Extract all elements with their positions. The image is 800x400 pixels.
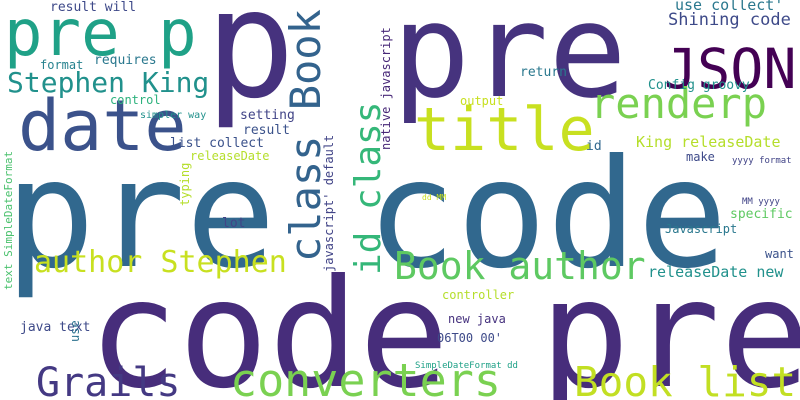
word: releaseDate new — [648, 263, 784, 281]
word: Book list — [574, 358, 796, 400]
word: King releaseDate — [636, 133, 781, 151]
word: id class — [348, 102, 389, 275]
word: new java — [448, 312, 506, 326]
word: Stephen King — [7, 66, 209, 99]
word: id — [586, 139, 602, 154]
word: make — [686, 150, 715, 164]
word: Javascript — [665, 222, 737, 236]
word: controller — [442, 288, 514, 302]
word: specific — [730, 207, 793, 222]
word: Config groovy — [648, 78, 750, 93]
word: simpler way — [140, 110, 206, 121]
word: javascript' default — [322, 135, 336, 272]
word: lot — [222, 216, 245, 231]
word: dd MM — [422, 193, 446, 202]
word: p — [205, 0, 295, 132]
word: Book author — [394, 244, 646, 288]
word: control — [110, 93, 161, 107]
word: list collect — [170, 136, 264, 151]
word: title — [414, 95, 595, 165]
word: author Stephen — [34, 245, 287, 280]
word: pre p — [4, 0, 197, 71]
word: pre — [392, 0, 627, 127]
word: SimpleDateFormat dd — [415, 361, 518, 371]
word: code pre — [88, 248, 800, 400]
word: yyyy format — [732, 156, 792, 166]
word: result will — [50, 0, 136, 15]
word: renderp — [590, 79, 767, 128]
word: pre code — [5, 128, 727, 302]
word: format — [40, 58, 83, 72]
word: typing — [178, 163, 192, 206]
word: use collect' — [675, 0, 783, 14]
word: class Book — [281, 9, 330, 262]
word: output — [460, 94, 503, 108]
word: 06T00 00' — [437, 331, 502, 345]
word: use — [68, 320, 82, 342]
word: date — [18, 85, 187, 167]
word: Shining code — [668, 10, 791, 30]
word: Grails — [36, 360, 181, 400]
word: MM yyyy — [742, 197, 781, 207]
word: result — [243, 123, 290, 138]
word: releaseDate — [190, 149, 269, 163]
word: JSON — [664, 37, 796, 101]
word: want — [765, 247, 794, 261]
word: return — [520, 65, 567, 80]
word: requires — [94, 53, 157, 68]
word: text SimpleDateFormat — [2, 151, 15, 290]
word: native javascript — [379, 27, 393, 150]
word: converters — [230, 354, 501, 400]
word: setting — [240, 108, 295, 123]
word: java text — [20, 320, 90, 335]
